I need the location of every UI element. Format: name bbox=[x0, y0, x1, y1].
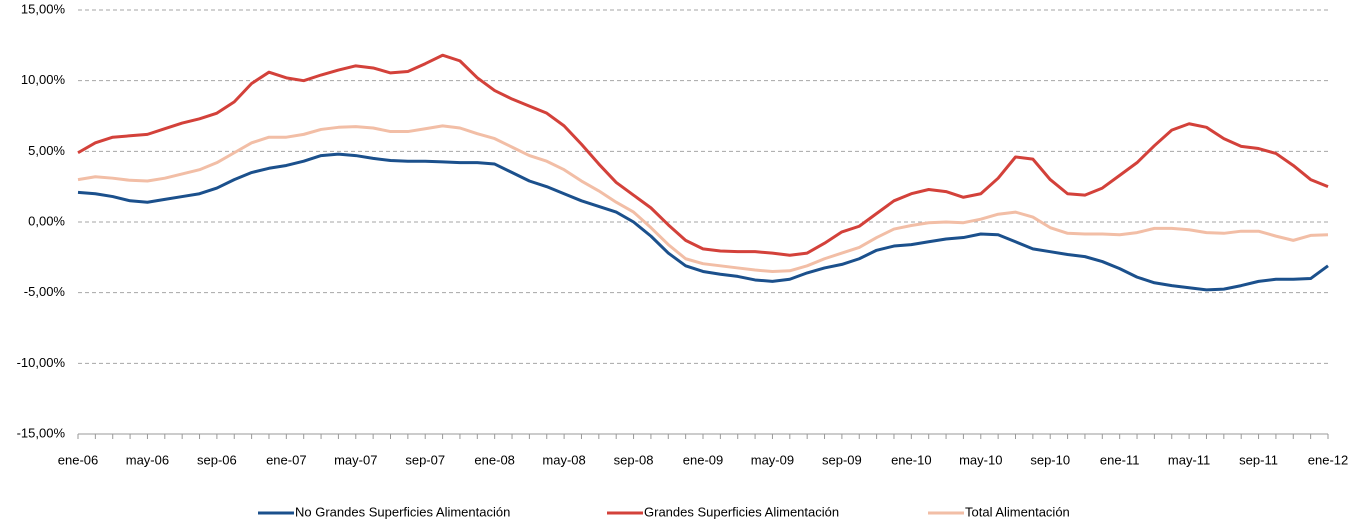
x-tick-label: ene-09 bbox=[683, 452, 723, 467]
x-tick-label: ene-08 bbox=[474, 452, 514, 467]
x-tick-label: may-10 bbox=[959, 452, 1002, 467]
x-tick-label: sep-10 bbox=[1030, 452, 1070, 467]
series-line bbox=[77, 53, 1329, 257]
y-tick-label: 5,00% bbox=[28, 143, 65, 158]
x-tick-label: may-07 bbox=[334, 452, 377, 467]
x-tick-label: sep-07 bbox=[405, 452, 445, 467]
x-tick-label: may-09 bbox=[751, 452, 794, 467]
y-tick-label: -15,00% bbox=[17, 425, 66, 440]
y-tick-label: -10,00% bbox=[17, 355, 66, 370]
x-tick-label: ene-07 bbox=[266, 452, 306, 467]
x-tick-label: may-08 bbox=[542, 452, 585, 467]
x-tick-label: sep-11 bbox=[1239, 452, 1278, 467]
y-tick-label: 0,00% bbox=[28, 213, 65, 228]
x-tick-label: ene-11 bbox=[1100, 452, 1140, 467]
x-tick-label: ene-10 bbox=[891, 452, 931, 467]
x-tick-label: may-06 bbox=[126, 452, 169, 467]
x-tick-label: ene-06 bbox=[58, 452, 98, 467]
x-tick-label: sep-08 bbox=[614, 452, 654, 467]
legend-label: Grandes Superficies Alimentación bbox=[644, 504, 839, 519]
y-tick-label: -5,00% bbox=[24, 284, 66, 299]
y-tick-label: 10,00% bbox=[21, 72, 66, 87]
y-tick-label: 15,00% bbox=[21, 1, 66, 16]
series-line bbox=[77, 124, 1329, 273]
x-tick-label: may-11 bbox=[1168, 452, 1210, 467]
legend-label: No Grandes Superficies Alimentación bbox=[295, 504, 510, 519]
x-tick-label: sep-09 bbox=[822, 452, 862, 467]
x-tick-label: sep-06 bbox=[197, 452, 237, 467]
x-tick-label: ene-12 bbox=[1308, 452, 1348, 467]
series-line bbox=[77, 152, 1329, 292]
legend-label: Total Alimentación bbox=[965, 504, 1070, 519]
